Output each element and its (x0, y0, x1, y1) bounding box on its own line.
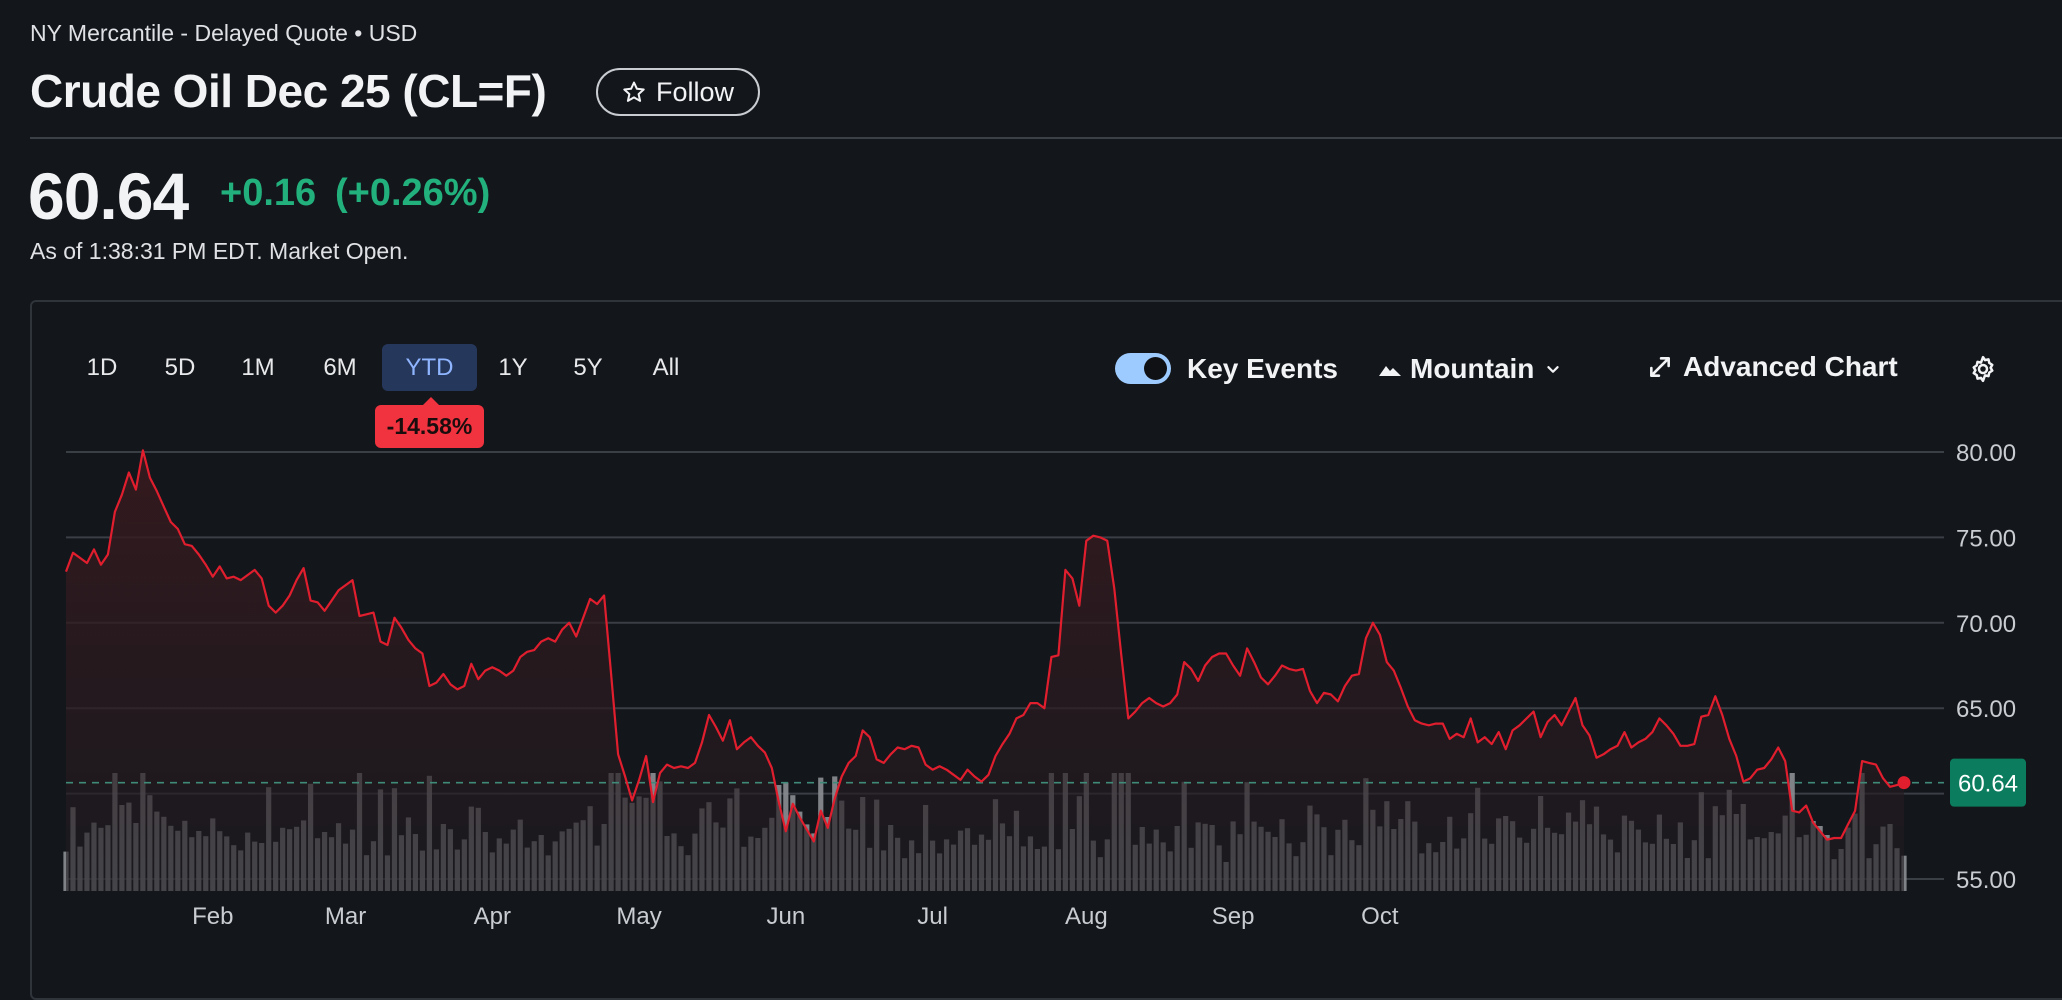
star-icon (623, 81, 645, 102)
x-tick-label: Aug (1065, 903, 1108, 930)
y-tick-label: 70.00 (1956, 611, 2016, 638)
quote-timestamp: As of 1:38:31 PM EDT. Market Open. (30, 238, 409, 264)
mountain-icon (1379, 366, 1401, 376)
range-all[interactable]: All (652, 354, 680, 381)
x-tick-label: Jun (766, 903, 805, 930)
page-title: Crude Oil Dec 25 (CL=F) (30, 65, 547, 117)
price-area (66, 450, 1904, 891)
y-tick-label: 80.00 (1956, 440, 2016, 467)
x-tick-label: May (616, 903, 661, 930)
chart-type-dropdown[interactable]: Mountain (1378, 353, 1564, 385)
price-change: +0.16 (220, 172, 317, 214)
y-tick-label: 55.00 (1956, 867, 2016, 894)
range-5d[interactable]: 5D (164, 354, 196, 381)
range-ytd[interactable]: YTD (382, 344, 477, 391)
ytd-change-badge: -14.58% (375, 397, 484, 448)
x-tick-label: Sep (1212, 903, 1255, 930)
current-price-tag-label: 60.64 (1958, 771, 2018, 798)
exchange-info: NY Mercantile - Delayed Quote • USD (30, 20, 418, 46)
price-chart[interactable]: 55.00 65.00 70.00 75.00 80.00 60.64 Feb Mar Apr M… (0, 0, 2062, 972)
y-tick-label: 65.00 (1956, 696, 2016, 723)
advanced-chart-label: Advanced Chart (1683, 351, 1898, 382)
follow-label: Follow (655, 76, 735, 107)
chart-type-label: Mountain (1410, 353, 1535, 384)
range-1y[interactable]: 1Y (498, 354, 528, 381)
range-1d[interactable]: 1D (86, 354, 118, 381)
x-tick-label: Jul (917, 903, 948, 930)
range-1m[interactable]: 1M (241, 354, 275, 381)
chevron-down-icon (1547, 366, 1560, 373)
header-divider (30, 137, 2062, 139)
toggle-knob (1144, 357, 1167, 380)
price-line (64, 449, 1905, 843)
x-tick-label: Mar (325, 903, 366, 930)
y-tick-label: 75.00 (1956, 525, 2016, 552)
range-5y[interactable]: 5Y (573, 354, 603, 381)
current-price: 60.64 (28, 159, 189, 233)
range-6m[interactable]: 6M (323, 354, 357, 381)
x-tick-label: Apr (474, 903, 511, 930)
x-tick-label: Feb (192, 903, 233, 930)
settings-gear-icon[interactable] (1968, 354, 1998, 384)
key-events-label: Key Events (1187, 353, 1338, 384)
last-price-point (1897, 776, 1911, 790)
key-events-toggle[interactable] (1115, 353, 1171, 384)
price-change-percent: (+0.26%) (335, 172, 491, 214)
advanced-chart-button[interactable]: Advanced Chart (1647, 351, 1898, 383)
expand-icon (1650, 357, 1670, 377)
x-tick-label: Oct (1361, 903, 1399, 930)
follow-button[interactable]: Follow (596, 68, 760, 116)
current-price-tag (1950, 758, 2026, 807)
